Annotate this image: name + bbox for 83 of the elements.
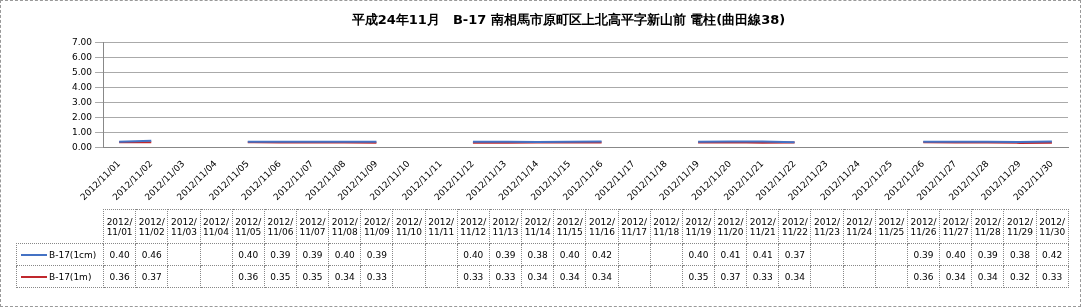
category-label: 2012/11/01 [106, 216, 133, 237]
category-label: 2012/11/23 [814, 216, 841, 237]
category-label: 2012/11/12 [460, 216, 487, 237]
category-label: 2012/11/08 [331, 216, 358, 237]
data-label: 0.39 [264, 243, 297, 266]
category-label: 2012/11/27 [942, 216, 969, 237]
category-label: 2012/11/25 [878, 216, 905, 237]
y-tick-label: 0.00 [71, 142, 93, 153]
data-label: 0.39 [907, 243, 940, 266]
data-label: 0.35 [682, 265, 715, 288]
y-tick-label: 2.00 [71, 112, 93, 122]
category-label: 2012/11/10 [396, 216, 422, 237]
chart-title: 平成24年11月 B-17 南相馬市原町区上北高平字新山前 電柱(曲田線38) [350, 12, 786, 28]
data-label: 0.40 [328, 243, 361, 266]
data-label: 0.38 [1003, 243, 1037, 266]
category-label: 2012/11/18 [653, 216, 680, 237]
data-label: 0.36 [907, 265, 940, 288]
data-label: 0.37 [135, 265, 168, 288]
category-label: 2012/11/17 [621, 216, 648, 237]
data-label: 0.39 [971, 243, 1004, 266]
category-label: 2012/11/02 [138, 216, 165, 237]
category-label: 2012/11/28 [974, 216, 1001, 237]
category-label: 2012/11/19 [685, 216, 712, 237]
category-label: 2012/11/22 [781, 216, 808, 237]
data-label: 0.40 [939, 243, 972, 266]
data-label: 0.41 [714, 243, 747, 266]
data-label: 0.40 [457, 243, 490, 266]
data-label: 0.39 [296, 243, 329, 266]
data-label: 0.40 [553, 243, 586, 266]
data-label: 0.34 [939, 265, 972, 288]
data-label: 0.40 [682, 243, 715, 266]
category-label: 2012/11/13 [492, 216, 519, 237]
data-label: 0.34 [778, 265, 811, 288]
data-label: 0.36 [103, 265, 136, 288]
data-label: 0.35 [296, 265, 329, 288]
y-tick-label: 6.00 [71, 51, 93, 62]
category-label: 2012/11/03 [170, 216, 197, 237]
category-label: 2012/11/11 [428, 216, 455, 237]
data-label: 0.34 [585, 265, 619, 288]
category-label: 2012/11/04 [203, 216, 230, 237]
data-label: 0.36 [232, 265, 265, 288]
category-label: 2012/11/16 [588, 216, 615, 237]
category-label: 2012/11/29 [1007, 216, 1033, 237]
y-tick-label: 7.00 [71, 36, 93, 47]
category-label: 2012/11/05 [235, 216, 262, 237]
category-label: 2012/11/14 [524, 216, 551, 237]
category-label: 2012/11/15 [556, 216, 583, 237]
data-label: 0.37 [714, 265, 747, 288]
category-label: 2012/11/30 [1039, 216, 1066, 237]
data-label: 0.42 [1036, 243, 1069, 266]
legend-label: B-17(1cm) [16, 243, 104, 266]
data-label: 0.34 [328, 265, 361, 288]
data-label: 0.33 [1036, 265, 1069, 288]
data-label: 0.33 [746, 265, 779, 288]
category-label: 2012/11/24 [846, 216, 873, 237]
data-label: 0.34 [971, 265, 1004, 288]
data-label: 0.40 [232, 243, 265, 266]
data-label: 0.35 [264, 265, 297, 288]
y-tick-label: 4.00 [71, 81, 93, 92]
data-label: 0.33 [489, 265, 522, 288]
category-label: 2012/11/07 [299, 216, 326, 237]
data-label: 0.39 [489, 243, 522, 266]
y-tick-label: 3.00 [71, 96, 93, 107]
data-label: 0.46 [135, 243, 168, 266]
data-label: 0.34 [553, 265, 586, 288]
data-label: 0.33 [360, 265, 393, 288]
data-label: 0.40 [103, 243, 136, 266]
data-label: 0.32 [1003, 265, 1037, 288]
category-label: 2012/11/06 [267, 216, 294, 237]
category-label: 2012/11/20 [717, 216, 744, 237]
data-label: 0.39 [360, 243, 393, 266]
category-label: 2012/11/09 [363, 216, 390, 237]
data-label: 0.33 [457, 265, 490, 288]
category-label: 2012/11/21 [749, 216, 776, 237]
category-label: 2012/11/26 [910, 216, 937, 237]
data-label: 0.41 [746, 243, 779, 266]
data-label: 0.38 [521, 243, 554, 266]
data-label: 0.42 [585, 243, 619, 266]
y-tick-label: 1.00 [71, 127, 93, 138]
data-label: 0.34 [521, 265, 554, 288]
data-label: 0.37 [778, 243, 811, 266]
legend-label: B-17(1m) [16, 265, 104, 288]
y-tick-label: 5.00 [71, 66, 93, 77]
